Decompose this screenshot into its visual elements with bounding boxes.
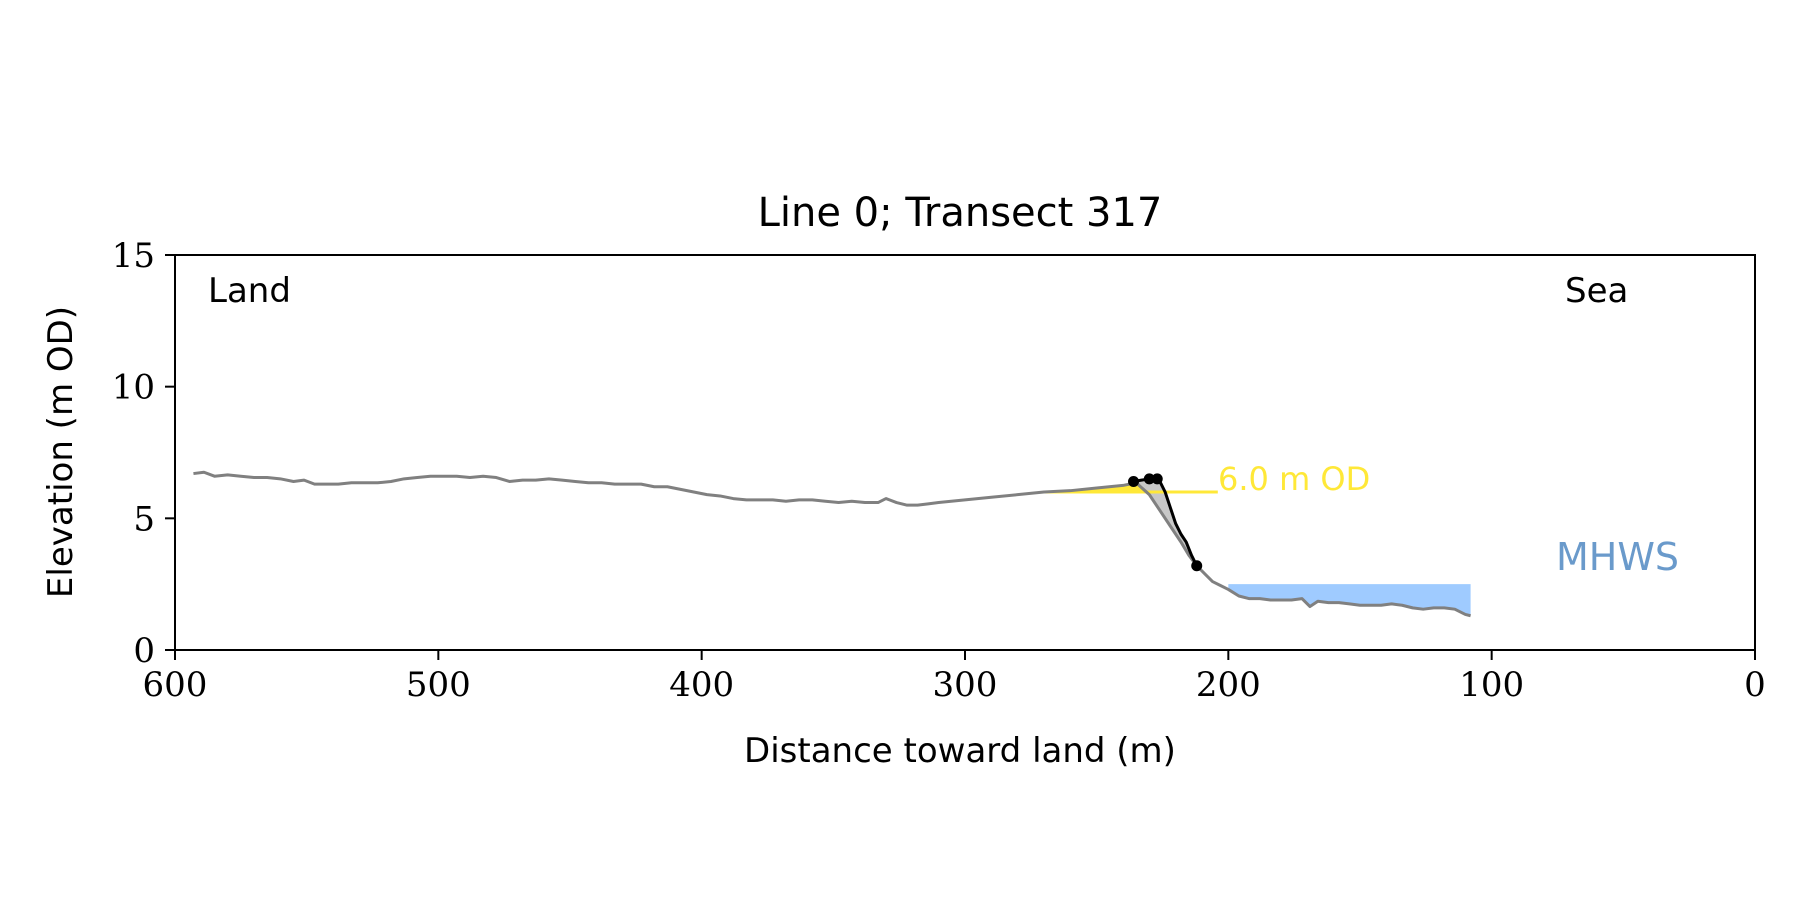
plot-frame [174, 254, 1756, 651]
profile-line [193, 470, 1471, 618]
cliff-point [1151, 473, 1163, 485]
x-tick-label: 300 [933, 665, 998, 705]
sea-label: Sea [1565, 271, 1628, 311]
y-axis-ticks: 0 5 10 15 [112, 236, 175, 671]
x-tick-label: 400 [669, 665, 734, 705]
x-tick-label: 200 [1196, 665, 1261, 705]
land-label: Land [208, 271, 291, 311]
mhws-label: MHWS [1556, 535, 1679, 579]
y-tick-label: 15 [112, 236, 155, 276]
threshold-fill [1044, 481, 1150, 492]
y-axis-label: Elevation (m OD) [41, 306, 81, 598]
threshold-label: 6.0 m OD [1218, 460, 1370, 498]
mhws-fill [1228, 584, 1471, 616]
cliff-point [1143, 473, 1155, 485]
y-tick-label: 10 [112, 368, 155, 408]
y-tick-label: 0 [133, 631, 155, 671]
y-tick-label: 5 [133, 499, 155, 539]
x-axis-ticks: 600 500 400 300 200 100 0 [143, 650, 1766, 705]
cliff-point [1191, 560, 1203, 572]
x-tick-label: 100 [1459, 665, 1524, 705]
point-layer [1128, 473, 1203, 572]
x-tick-label: 0 [1744, 665, 1766, 705]
x-tick-label: 600 [143, 665, 208, 705]
cliff-point [1128, 475, 1140, 487]
fill-layer [1044, 478, 1471, 616]
x-tick-label: 500 [406, 665, 471, 705]
x-axis-label: Distance toward land (m) [744, 731, 1176, 771]
chart-title: Line 0; Transect 317 [758, 190, 1163, 236]
